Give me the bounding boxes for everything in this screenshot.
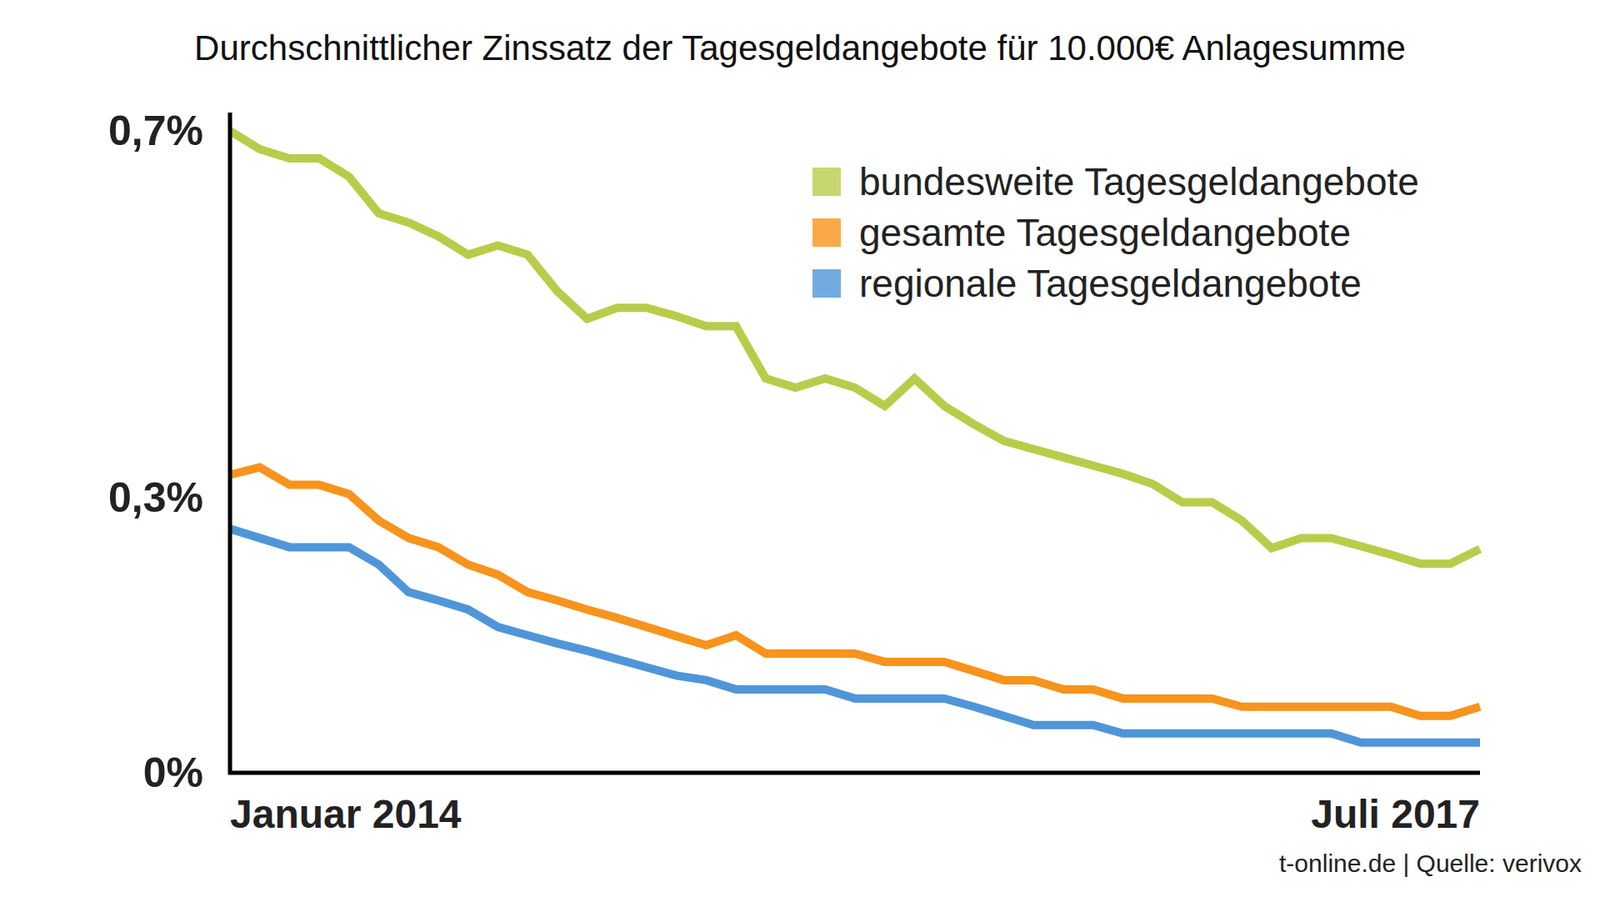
x-tick-label: Januar 2014 [230, 791, 462, 836]
source: t-online.de | Quelle: verivox [1279, 849, 1582, 877]
series-line [230, 528, 1480, 742]
x-tick-label: Juli 2017 [1310, 791, 1480, 836]
series-line [230, 130, 1480, 564]
y-axis [228, 112, 233, 775]
x-axis [228, 770, 1480, 775]
y-tick-label: 0% [143, 749, 204, 796]
y-tick-label: 0,3% [108, 474, 204, 521]
legend-swatch [812, 269, 841, 298]
legend-label: gesamte Tagesgeldangebote [859, 210, 1351, 255]
legend-label: regionale Tagesgeldangebote [859, 261, 1362, 305]
plot-area [230, 130, 1480, 743]
legend-swatch [812, 167, 841, 196]
chart: Durchschnittlicher Zinssatz der Tagesgel… [0, 0, 1600, 897]
title: Durchschnittlicher Zinssatz der Tagesgel… [194, 28, 1406, 68]
y-tick-label: 0,7% [108, 107, 204, 155]
legend: bundesweite Tagesgeldangebote gesamte Tag… [812, 160, 1420, 305]
legend-swatch [812, 218, 841, 247]
legend-label: bundesweite Tagesgeldangebote [859, 160, 1420, 204]
